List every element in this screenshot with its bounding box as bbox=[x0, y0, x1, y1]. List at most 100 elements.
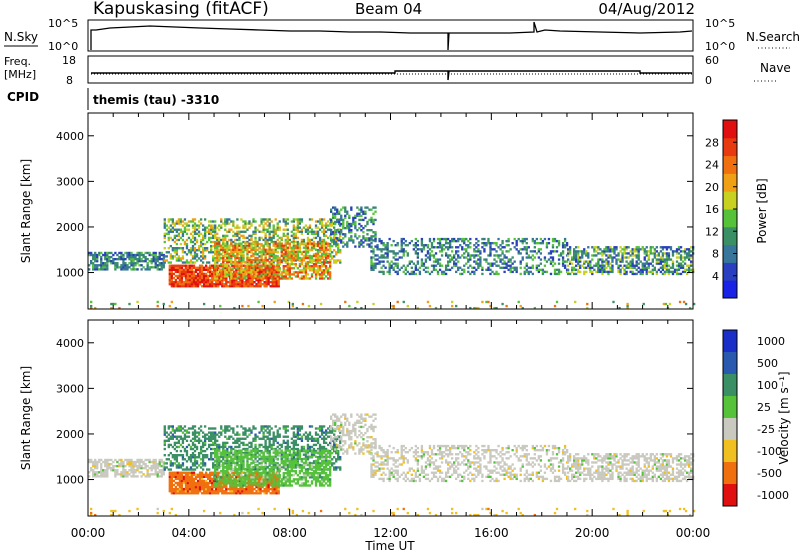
power-cell bbox=[292, 251, 296, 254]
power-cell bbox=[601, 268, 604, 272]
power-cell bbox=[320, 254, 324, 258]
power-cell bbox=[270, 250, 273, 254]
power-cell bbox=[611, 250, 614, 253]
velocity-cell bbox=[197, 451, 201, 455]
power-cell bbox=[163, 220, 166, 223]
power-cell bbox=[541, 272, 545, 276]
power-cell bbox=[386, 241, 389, 245]
power-cell bbox=[202, 302, 206, 306]
power-cell bbox=[207, 261, 211, 264]
power-cell bbox=[169, 228, 172, 231]
velocity-cell bbox=[201, 435, 205, 438]
power-cell bbox=[669, 258, 673, 261]
velocity-cell bbox=[134, 462, 137, 466]
power-cell bbox=[175, 220, 179, 223]
power-cell bbox=[651, 270, 654, 274]
power-cell bbox=[339, 232, 342, 236]
power-cell bbox=[167, 236, 170, 240]
power-cell bbox=[250, 269, 253, 272]
power-cell bbox=[244, 230, 247, 233]
power-cell bbox=[276, 250, 279, 254]
power-cell bbox=[643, 250, 646, 253]
power-cell bbox=[457, 254, 460, 257]
power-cell bbox=[163, 236, 166, 240]
power-cell bbox=[566, 272, 570, 276]
velocity-cell bbox=[181, 445, 185, 449]
velocity-cell bbox=[266, 445, 269, 449]
velocity-cell bbox=[214, 441, 217, 445]
power-cell bbox=[328, 246, 332, 249]
power-cell bbox=[440, 250, 444, 253]
power-cell bbox=[583, 270, 586, 274]
power-cell bbox=[191, 247, 195, 250]
power-cell bbox=[326, 224, 330, 227]
power-cell bbox=[633, 264, 636, 267]
power-cell bbox=[679, 256, 683, 259]
power-cell bbox=[314, 244, 318, 247]
power-cell bbox=[342, 241, 345, 244]
power-cell bbox=[523, 246, 526, 249]
power-cell bbox=[294, 236, 298, 240]
velocity-cell bbox=[163, 462, 166, 465]
power-cell bbox=[242, 275, 245, 278]
power-cell bbox=[110, 306, 113, 310]
power-cell bbox=[228, 230, 231, 233]
power-cell bbox=[314, 252, 318, 256]
power-cell bbox=[191, 236, 195, 240]
velocity-cell bbox=[181, 454, 185, 457]
power-cell bbox=[360, 210, 363, 213]
power-cell bbox=[457, 250, 460, 253]
power-cell bbox=[414, 241, 418, 245]
velocity-cell bbox=[222, 456, 225, 459]
power-cell bbox=[246, 271, 249, 274]
power-cell bbox=[176, 270, 180, 274]
power-cell bbox=[444, 272, 448, 276]
power-cell bbox=[296, 244, 300, 248]
velocity-cell bbox=[308, 437, 312, 440]
power-cell bbox=[358, 218, 361, 222]
power-cell bbox=[258, 230, 261, 233]
velocity-cell bbox=[201, 431, 205, 434]
power-cell bbox=[268, 232, 271, 236]
power-cell bbox=[310, 260, 314, 264]
power-cell bbox=[296, 218, 300, 221]
power-cell bbox=[230, 258, 233, 262]
power-cell bbox=[352, 216, 355, 220]
power-cell bbox=[665, 252, 669, 255]
power-cell bbox=[378, 262, 381, 265]
power-cell bbox=[302, 254, 306, 258]
power-cell bbox=[428, 237, 432, 241]
power-cell bbox=[663, 246, 667, 249]
power-cell bbox=[324, 226, 328, 229]
power-cell bbox=[177, 232, 181, 236]
power-cell bbox=[248, 238, 251, 242]
velocity-cell bbox=[214, 433, 217, 436]
power-cell bbox=[230, 220, 233, 223]
power-cell bbox=[404, 272, 407, 276]
power-cell bbox=[256, 248, 259, 251]
power-cell bbox=[292, 262, 296, 266]
velocity-cell bbox=[274, 447, 277, 451]
power-cell bbox=[270, 258, 273, 262]
power-cell bbox=[228, 246, 231, 249]
power-cell bbox=[272, 248, 275, 251]
velocity-cell bbox=[199, 449, 203, 453]
power-cell bbox=[251, 280, 254, 284]
power-cell bbox=[370, 262, 373, 265]
power-cell bbox=[296, 246, 300, 249]
velocity-cell bbox=[185, 466, 189, 469]
power-cell bbox=[266, 230, 269, 233]
power-cell bbox=[203, 249, 207, 252]
power-cell bbox=[360, 239, 363, 242]
power-cell bbox=[603, 260, 606, 263]
power-cell bbox=[416, 262, 420, 265]
power-cell bbox=[235, 280, 238, 284]
power-cell bbox=[318, 273, 322, 276]
power-cell bbox=[330, 220, 333, 224]
power-cell bbox=[184, 285, 188, 288]
power-cell bbox=[577, 264, 580, 267]
power-cell bbox=[394, 258, 397, 261]
power-cell bbox=[261, 283, 264, 286]
power-cell bbox=[376, 258, 379, 261]
velocity-cell bbox=[272, 437, 275, 440]
